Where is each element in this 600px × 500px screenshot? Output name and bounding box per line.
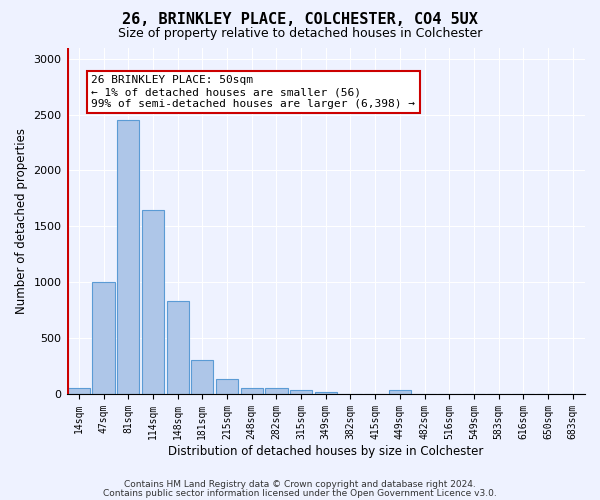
Text: Contains public sector information licensed under the Open Government Licence v3: Contains public sector information licen… <box>103 488 497 498</box>
Y-axis label: Number of detached properties: Number of detached properties <box>15 128 28 314</box>
Text: 26 BRINKLEY PLACE: 50sqm
← 1% of detached houses are smaller (56)
99% of semi-de: 26 BRINKLEY PLACE: 50sqm ← 1% of detache… <box>91 76 415 108</box>
Bar <box>290 390 312 394</box>
Bar <box>265 388 287 394</box>
Bar <box>314 392 337 394</box>
Bar <box>117 120 139 394</box>
Bar <box>68 388 90 394</box>
Text: 26, BRINKLEY PLACE, COLCHESTER, CO4 5UX: 26, BRINKLEY PLACE, COLCHESTER, CO4 5UX <box>122 12 478 28</box>
Text: Size of property relative to detached houses in Colchester: Size of property relative to detached ho… <box>118 28 482 40</box>
Bar <box>389 390 411 394</box>
Bar <box>241 388 263 394</box>
Bar <box>216 379 238 394</box>
Text: Contains HM Land Registry data © Crown copyright and database right 2024.: Contains HM Land Registry data © Crown c… <box>124 480 476 489</box>
X-axis label: Distribution of detached houses by size in Colchester: Distribution of detached houses by size … <box>168 444 484 458</box>
Bar <box>92 282 115 394</box>
Bar <box>167 301 189 394</box>
Bar <box>191 360 214 394</box>
Bar <box>142 210 164 394</box>
